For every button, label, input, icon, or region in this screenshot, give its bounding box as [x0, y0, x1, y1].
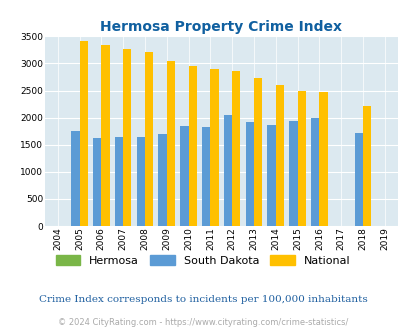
Bar: [210, 69, 218, 226]
Bar: [232, 71, 240, 226]
Bar: [166, 61, 175, 226]
Bar: [254, 78, 262, 226]
Bar: [275, 85, 283, 226]
Bar: [223, 115, 232, 226]
Bar: [180, 126, 188, 226]
Bar: [158, 134, 166, 226]
Legend: Hermosa, South Dakota, National: Hermosa, South Dakota, National: [51, 250, 354, 270]
Bar: [115, 137, 123, 226]
Bar: [136, 137, 145, 226]
Bar: [71, 131, 79, 226]
Bar: [202, 127, 210, 226]
Bar: [79, 41, 87, 226]
Bar: [267, 125, 275, 226]
Text: Crime Index corresponds to incidents per 100,000 inhabitants: Crime Index corresponds to incidents per…: [38, 295, 367, 304]
Bar: [188, 66, 196, 226]
Text: © 2024 CityRating.com - https://www.cityrating.com/crime-statistics/: © 2024 CityRating.com - https://www.city…: [58, 318, 347, 327]
Bar: [297, 90, 305, 226]
Bar: [319, 92, 327, 226]
Bar: [289, 121, 297, 226]
Bar: [354, 133, 362, 226]
Bar: [245, 122, 254, 226]
Bar: [362, 106, 370, 226]
Title: Hermosa Property Crime Index: Hermosa Property Crime Index: [100, 20, 341, 34]
Bar: [93, 138, 101, 226]
Bar: [123, 49, 131, 226]
Bar: [145, 52, 153, 226]
Bar: [101, 45, 109, 226]
Bar: [310, 117, 319, 226]
